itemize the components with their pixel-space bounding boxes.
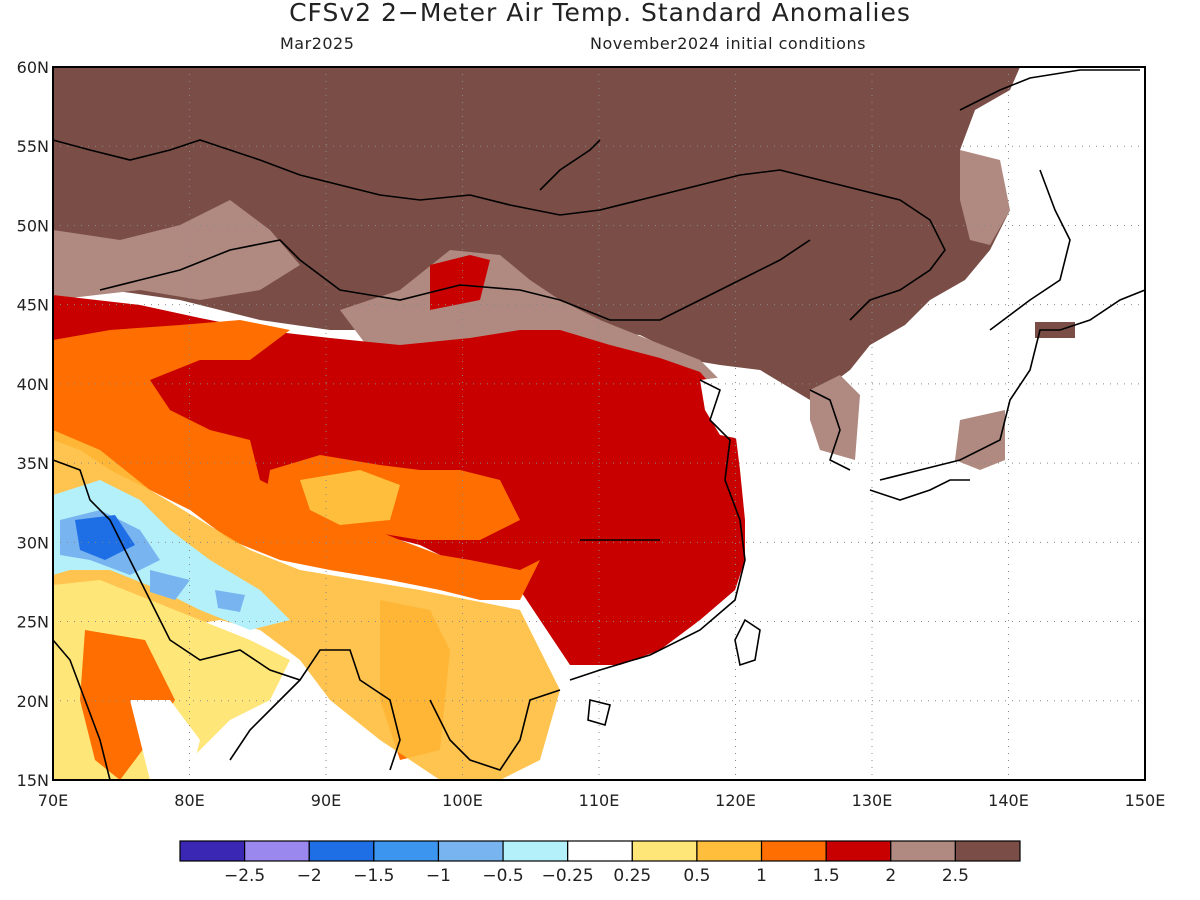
lon-tick-label: 130E bbox=[852, 791, 893, 810]
colorbar-swatch bbox=[567, 840, 633, 862]
colorbar-swatch bbox=[760, 840, 827, 862]
lon-tick-label: 100E bbox=[442, 791, 483, 810]
region-band-2 bbox=[53, 200, 300, 300]
lat-tick-label: 50N bbox=[17, 216, 49, 235]
colorbar-label: −2.5 bbox=[224, 866, 265, 886]
lat-tick-label: 55N bbox=[17, 137, 49, 156]
map-frame bbox=[52, 66, 1146, 781]
valid-month: Mar2025 bbox=[280, 34, 355, 53]
colorbar-label: 2.5 bbox=[942, 866, 969, 886]
colorbar-label: −1 bbox=[426, 866, 451, 886]
colorbar-swatch bbox=[825, 840, 892, 862]
lat-tick-label: 60N bbox=[17, 58, 49, 77]
colorbar-swatch bbox=[502, 840, 569, 862]
lon-tick-label: 90E bbox=[311, 791, 341, 810]
colorbar-label: 0.25 bbox=[613, 866, 651, 886]
colorbar-swatch bbox=[179, 840, 246, 862]
colorbar-swatch bbox=[437, 840, 504, 862]
lon-tick-label: 150E bbox=[1125, 791, 1166, 810]
colorbar-swatch bbox=[244, 840, 310, 862]
latitude-axis: 60N 55N 50N 45N 40N 35N 30N 25N 20N 15N bbox=[17, 58, 49, 790]
region-orange bbox=[53, 320, 540, 600]
region-warm-north bbox=[53, 67, 1020, 400]
colorbar-swatch bbox=[308, 840, 375, 862]
lat-tick-label: 25N bbox=[17, 613, 49, 632]
map-fill-layer bbox=[53, 67, 1145, 780]
colorbar-label: 2 bbox=[885, 866, 896, 886]
lat-tick-label: 40N bbox=[17, 375, 49, 394]
colorbar-swatch bbox=[696, 840, 763, 862]
lat-tick-label: 30N bbox=[17, 533, 49, 552]
lon-tick-label: 110E bbox=[579, 791, 620, 810]
lon-tick-label: 80E bbox=[174, 791, 204, 810]
colorbar-label: −2 bbox=[297, 866, 322, 886]
lon-tick-label: 140E bbox=[988, 791, 1029, 810]
gridlines bbox=[53, 67, 1145, 780]
colorbar-swatch bbox=[373, 840, 440, 862]
colorbar-label: 1 bbox=[756, 866, 767, 886]
colorbar-swatch bbox=[954, 840, 1021, 862]
longitude-axis: 70E 80E 90E 100E 110E 120E 130E 140E 150E bbox=[38, 791, 1166, 810]
colorbar-label: 1.5 bbox=[813, 866, 840, 886]
colorbar-label: 0.5 bbox=[683, 866, 710, 886]
colorbar-swatch bbox=[631, 840, 698, 862]
chart-title: CFSv2 2−Meter Air Temp. Standard Anomali… bbox=[289, 0, 911, 27]
lat-tick-label: 20N bbox=[17, 692, 49, 711]
colorbar: −2.5 −2 −1.5 −1 −0.5 −0.25 0.25 0.5 1 1.5 2 2.5 bbox=[179, 840, 1021, 886]
lat-tick-label: 35N bbox=[17, 454, 49, 473]
colorbar-label: −0.25 bbox=[542, 866, 594, 886]
coastline-layer bbox=[52, 69, 1146, 781]
colorbar-label: −0.5 bbox=[482, 866, 523, 886]
colorbar-swatch bbox=[890, 840, 956, 862]
colorbar-label: −1.5 bbox=[353, 866, 394, 886]
lat-tick-label: 15N bbox=[17, 771, 49, 790]
lon-tick-label: 120E bbox=[715, 791, 756, 810]
lat-tick-label: 45N bbox=[17, 296, 49, 315]
init-conditions: November2024 initial conditions bbox=[590, 34, 866, 53]
lon-tick-label: 70E bbox=[38, 791, 68, 810]
